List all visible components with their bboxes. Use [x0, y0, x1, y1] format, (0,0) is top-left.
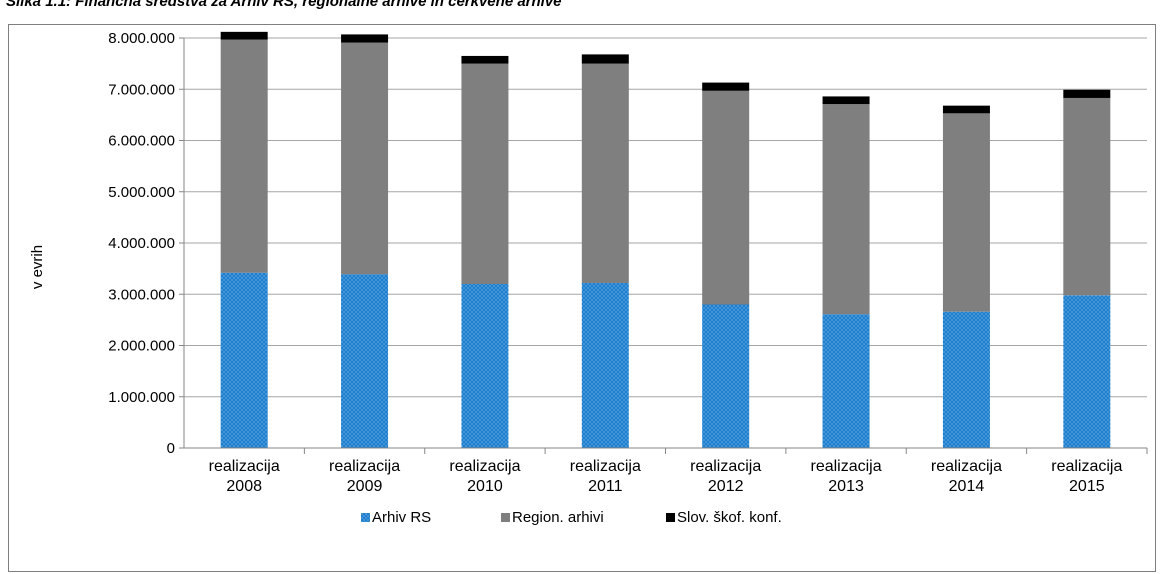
chart-title: Slika 1.1: Finančna sredstva za Arhiv RS… — [6, 0, 562, 10]
y-tick-label: 0 — [167, 440, 175, 457]
bars — [220, 31, 1111, 448]
bar-segment-2-2 — [341, 42, 389, 275]
bar-segment-3-5 — [702, 82, 750, 91]
y-tick-label: 6.000.000 — [108, 133, 175, 150]
bar-segment-1-5 — [702, 304, 750, 448]
bar-segment-1-8 — [1063, 295, 1111, 448]
bar-segment-3-4 — [581, 54, 629, 64]
x-tick-label: realizacija — [209, 458, 280, 475]
legend: Arhiv RS Region. arhivi Slov. škof. konf. — [361, 509, 782, 526]
bar-segment-2-5 — [702, 90, 750, 305]
bar-segment-3-1 — [220, 31, 268, 40]
x-tick-label: realizacija — [329, 458, 400, 475]
stacked-bar-chart: 0 1.000.000 2.000.000 3.000.000 4.000.000 5.0… — [29, 30, 1148, 526]
bar-segment-1-7 — [942, 311, 990, 448]
x-tick-label: realizacija — [570, 458, 641, 475]
y-tick-label: 4.000.000 — [108, 235, 175, 252]
x-tick-label: realizacija — [690, 458, 761, 475]
y-tick-label: 5.000.000 — [108, 184, 175, 201]
x-tick-label: 2008 — [226, 478, 262, 495]
y-tick-label: 3.000.000 — [108, 286, 175, 303]
legend-swatch-1 — [361, 513, 370, 522]
x-tick-label: 2009 — [347, 478, 383, 495]
bar-segment-1-1 — [220, 272, 268, 448]
y-tick-label: 7.000.000 — [108, 81, 175, 98]
legend-label-2: Region. arhivi — [512, 509, 604, 526]
x-tick-label: 2014 — [949, 478, 985, 495]
x-tick-label: 2010 — [467, 478, 503, 495]
bar-segment-1-3 — [461, 284, 509, 448]
legend-swatch-2 — [501, 513, 510, 522]
bar-segment-1-6 — [822, 314, 870, 448]
bar-segment-3-8 — [1063, 89, 1111, 98]
bar-segment-3-6 — [822, 96, 870, 105]
bar-segment-2-7 — [942, 113, 990, 312]
legend-label-1: Arhiv RS — [372, 509, 431, 526]
axes — [179, 37, 1148, 454]
bar-segment-3-3 — [461, 55, 509, 64]
y-tick-label: 8.000.000 — [108, 30, 175, 47]
legend-label-3: Slov. škof. konf. — [677, 509, 782, 526]
y-axis-label: v evrih — [29, 245, 46, 289]
y-tick-labels: 0 1.000.000 2.000.000 3.000.000 4.000.000 5.0… — [108, 30, 175, 457]
chart-frame: 0 1.000.000 2.000.000 3.000.000 4.000.000 5.0… — [8, 24, 1156, 572]
x-tick-label: realizacija — [449, 458, 520, 475]
x-tick-label: 2011 — [588, 478, 623, 495]
x-tick-label: realizacija — [1051, 458, 1122, 475]
x-tick-label: 2015 — [1069, 478, 1105, 495]
bar-segment-2-3 — [461, 63, 509, 284]
y-tick-label: 1.000.000 — [108, 389, 175, 406]
bar-segment-2-6 — [822, 104, 870, 315]
x-tick-label: realizacija — [931, 458, 1002, 475]
bar-segment-1-4 — [581, 282, 629, 448]
bar-segment-2-8 — [1063, 97, 1111, 296]
x-tick-label: realizacija — [810, 458, 881, 475]
bar-segment-1-2 — [341, 274, 389, 448]
bar-segment-2-1 — [220, 39, 268, 273]
x-tick-labels: realizacija 2008 realizacija 2009 realizacij… — [209, 458, 1123, 495]
bar-segment-2-4 — [581, 63, 629, 283]
x-tick-label: 2012 — [708, 478, 744, 495]
bar-segment-3-7 — [942, 105, 990, 114]
y-tick-label: 2.000.000 — [108, 338, 175, 355]
bar-segment-3-2 — [341, 34, 389, 43]
legend-swatch-3 — [666, 513, 675, 522]
gridlines — [184, 37, 1147, 398]
x-tick-label: 2013 — [828, 478, 864, 495]
